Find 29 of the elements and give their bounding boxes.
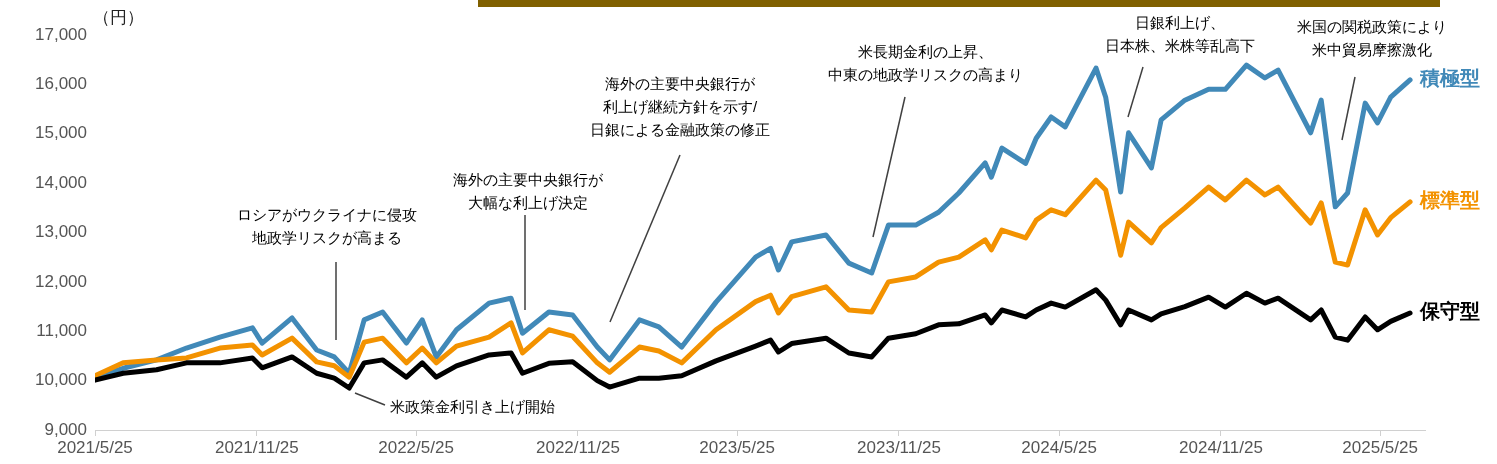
series-label: 標準型 — [1419, 189, 1481, 212]
annotation: 海外の主要中央銀行が大幅な利上げ決定 — [453, 171, 604, 212]
y-tick-label: 16,000 — [35, 74, 87, 94]
x-tick-label: 2022/11/25 — [536, 437, 620, 457]
x-tick-label: 2021/11/25 — [214, 437, 299, 457]
x-tick-label: 2023/11/25 — [857, 437, 941, 457]
y-tick-label: 10,000 — [35, 370, 87, 390]
annotation: 米国の関税政策により米中貿易摩擦激化 — [1297, 18, 1447, 59]
y-tick-label: 11,000 — [36, 320, 87, 340]
y-tick-label: 9,000 — [44, 419, 87, 439]
y-tick-label: 12,000 — [35, 271, 87, 291]
y-axis-title: （円） — [93, 7, 144, 27]
y-tick-label: 17,000 — [35, 24, 87, 44]
annotation: ロシアがウクライナに侵攻地政学リスクが高まる — [237, 206, 417, 247]
series-label: 積極型 — [1419, 67, 1481, 90]
y-tick-label: 15,000 — [35, 123, 87, 143]
x-tick-label: 2023/5/25 — [699, 437, 775, 457]
x-tick-label: 2021/5/25 — [57, 437, 133, 457]
annotation: 日銀利上げ、日本株、米株等乱高下 — [1105, 14, 1255, 55]
x-tick-label: 2025/5/25 — [1342, 437, 1418, 457]
x-tick-label: 2024/11/25 — [1179, 437, 1263, 457]
annotation: 米長期金利の上昇、中東の地政学リスクの高まり — [827, 43, 1023, 84]
annotation: 海外の主要中央銀行が利上げ継続方針を示す/日銀による金融政策の修正 — [590, 75, 770, 139]
annotation: 米政策金利引き上げ開始 — [390, 398, 555, 416]
y-tick-label: 13,000 — [35, 222, 87, 242]
series-label: 保守型 — [1419, 300, 1481, 323]
y-tick-label: 14,000 — [35, 172, 87, 192]
x-tick-label: 2022/5/25 — [378, 437, 454, 457]
x-tick-label: 2024/5/25 — [1021, 437, 1097, 457]
